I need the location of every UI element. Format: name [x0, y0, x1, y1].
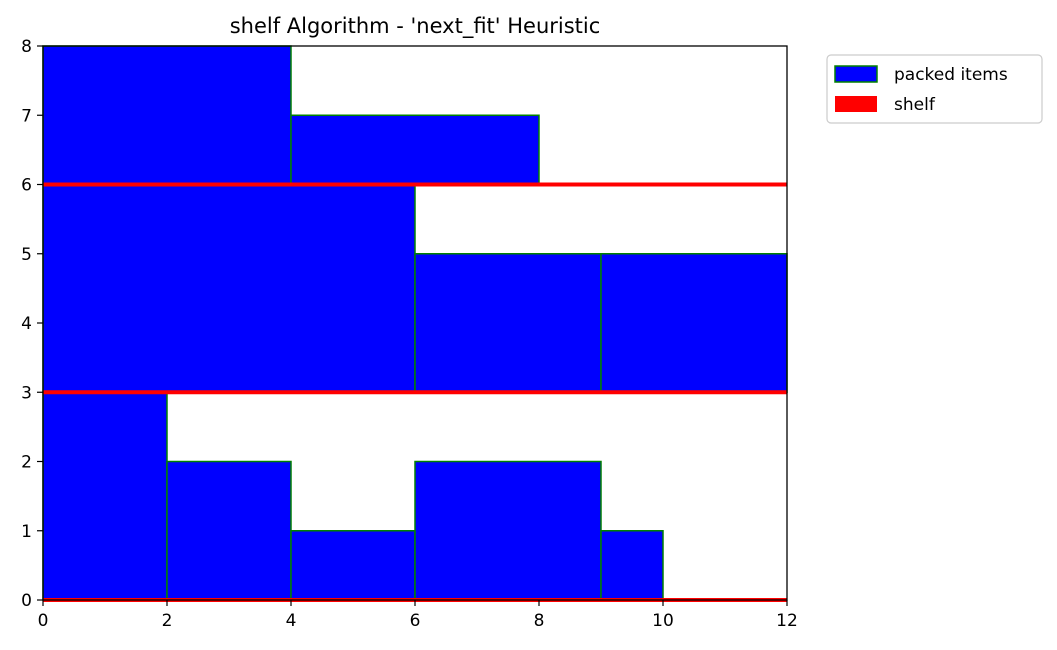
y-tick-label: 6 [21, 176, 32, 196]
legend-frame [826, 54, 1043, 124]
packed-item-rect [600, 253, 788, 393]
legend-label: packed items [894, 65, 1008, 85]
y-tick-label: 0 [21, 591, 32, 611]
packed-item-rect [166, 460, 292, 601]
y-tick-label: 3 [21, 383, 32, 403]
y-tick-label: 2 [21, 453, 32, 473]
chart-title: shelf Algorithm - 'next_fit' Heuristic [230, 14, 601, 39]
y-tick-label: 7 [21, 106, 32, 126]
x-tick-label: 2 [162, 611, 173, 631]
packed-item-rect [600, 530, 664, 601]
legend-swatch-shelf [835, 96, 877, 112]
x-tick-label: 10 [652, 611, 674, 631]
legend-swatch-packed-items [834, 65, 878, 83]
packed-item-rect [42, 45, 292, 186]
x-tick-label: 6 [410, 611, 421, 631]
legend: packed items shelf [826, 54, 1043, 124]
x-tick-label: 8 [534, 611, 545, 631]
y-tick-label: 8 [21, 37, 32, 57]
y-tick-label: 1 [21, 522, 32, 542]
y-tick-label: 5 [21, 245, 32, 265]
x-tick-label: 4 [286, 611, 297, 631]
packed-item-rect [42, 183, 416, 393]
packed-item-rect [414, 253, 602, 393]
packed-item-rect [414, 460, 602, 601]
packed-item-rect [42, 391, 168, 601]
y-tick-label: 4 [21, 314, 32, 334]
legend-label: shelf [894, 95, 936, 115]
x-tick-label: 12 [776, 611, 798, 631]
x-tick-label: 0 [38, 611, 49, 631]
packed-item-rect [290, 530, 416, 601]
packed-item-rect [290, 114, 540, 186]
